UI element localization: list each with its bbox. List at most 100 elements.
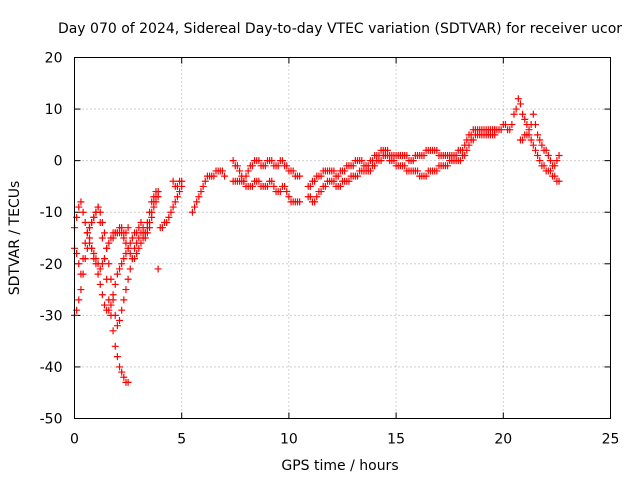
data-point (270, 182, 278, 190)
data-point (94, 270, 102, 278)
data-point (276, 188, 284, 196)
data-point (551, 162, 559, 170)
data-point (349, 162, 357, 170)
data-point (103, 244, 111, 252)
data-point (141, 229, 149, 237)
data-point (96, 265, 104, 273)
data-point (90, 249, 98, 257)
data-point (169, 203, 177, 211)
data-point (555, 151, 563, 159)
data-point (461, 151, 469, 159)
series-arc-h (229, 157, 304, 185)
data-point (317, 172, 325, 180)
data-point (311, 198, 319, 206)
data-point (118, 306, 126, 314)
data-point (233, 162, 241, 170)
data-point (111, 342, 119, 350)
data-points (71, 95, 563, 386)
series-arc-a (71, 198, 132, 386)
data-point (176, 188, 184, 196)
data-point (534, 151, 542, 159)
data-point (188, 208, 196, 216)
data-point (116, 265, 124, 273)
data-point (285, 193, 293, 201)
data-point (525, 131, 533, 139)
data-point (133, 249, 141, 257)
data-point (538, 141, 546, 149)
data-point (90, 213, 98, 221)
data-point (79, 208, 87, 216)
data-point (401, 162, 409, 170)
data-point (150, 193, 158, 201)
data-point (98, 260, 106, 268)
data-point (366, 167, 374, 175)
data-point (101, 255, 109, 263)
data-point (75, 296, 83, 304)
data-point (105, 260, 113, 268)
data-point (422, 172, 430, 180)
data-point (118, 260, 126, 268)
data-point (553, 157, 561, 165)
y-tick-label: -10 (40, 205, 63, 221)
data-point (111, 311, 119, 319)
data-point (118, 368, 126, 376)
data-point (519, 110, 527, 118)
data-point (508, 121, 516, 129)
data-point (506, 126, 514, 134)
series-arc-e (109, 188, 162, 263)
x-tick-labels: 0 5 10 15 20 25 (70, 432, 619, 448)
data-point (433, 146, 441, 154)
data-point (354, 172, 362, 180)
data-point (510, 110, 518, 118)
series-arc-f (154, 182, 186, 273)
y-tick-labels: -50 -40 -30 -20 -10 0 10 20 (40, 51, 63, 428)
data-point (128, 234, 136, 242)
y-tick-label: -20 (40, 257, 63, 273)
data-point (81, 255, 89, 263)
data-point (124, 224, 132, 232)
data-point (358, 157, 366, 165)
data-point (313, 193, 321, 201)
data-point (122, 286, 130, 294)
data-point (154, 265, 162, 273)
data-point (193, 198, 201, 206)
data-point (409, 157, 417, 165)
y-tick-label: 0 (54, 154, 63, 170)
data-point (289, 167, 297, 175)
data-point (336, 182, 344, 190)
data-point (236, 167, 244, 175)
x-tick-label: 25 (602, 432, 620, 448)
data-point (283, 188, 291, 196)
data-point (341, 167, 349, 175)
series-arc-m (516, 131, 563, 185)
data-point (137, 239, 145, 247)
data-point (169, 177, 177, 185)
data-point (101, 229, 109, 237)
data-point (105, 306, 113, 314)
y-tick-label: 20 (45, 51, 63, 67)
data-point (75, 203, 83, 211)
data-point (154, 188, 162, 196)
data-point (278, 157, 286, 165)
data-point (107, 275, 115, 283)
data-point (555, 177, 563, 185)
x-tick-label: 0 (70, 432, 79, 448)
data-point (105, 239, 113, 247)
data-point (248, 182, 256, 190)
data-point (199, 182, 207, 190)
data-point (529, 110, 537, 118)
data-point (81, 219, 89, 227)
data-point (191, 203, 199, 211)
data-point (98, 234, 106, 242)
data-point (296, 172, 304, 180)
data-point (240, 177, 248, 185)
data-point (116, 363, 124, 371)
data-point (268, 157, 276, 165)
series-arc-l (491, 95, 563, 170)
data-point (126, 265, 134, 273)
data-point (255, 177, 263, 185)
data-point (173, 193, 181, 201)
data-point (163, 219, 171, 227)
data-point (546, 167, 554, 175)
